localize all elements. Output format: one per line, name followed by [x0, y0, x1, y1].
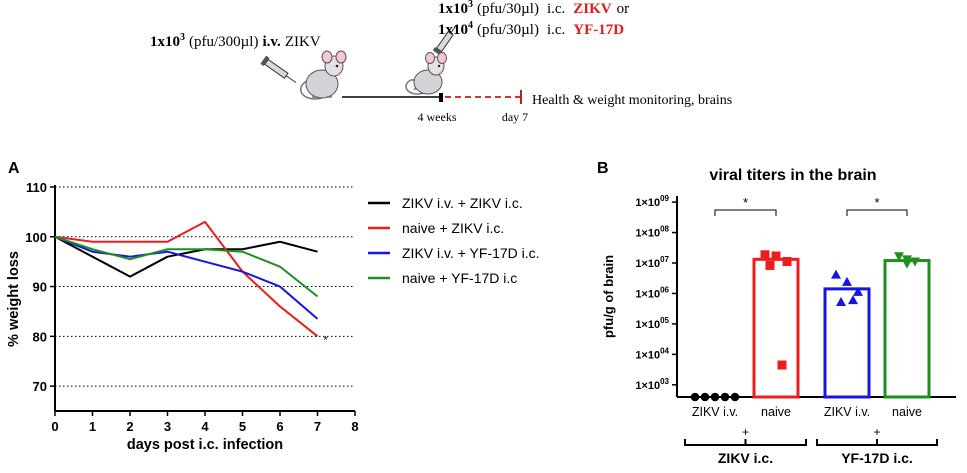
data-point [690, 392, 700, 402]
group-plus: + [742, 425, 749, 439]
panel-a-chart: 0 1 2 3 4 5 6 7 8 70 80 90 100 110 ZIKV i.v. + ZIKV i… [6, 180, 540, 453]
y-tick-label: 100 [25, 230, 47, 245]
timeline-tick-4weeks [439, 93, 443, 102]
data-point [760, 250, 770, 260]
series-line [54, 235, 319, 320]
schematic: 1x103 (pfu/300µl) i.v. ZIKV 1x103 (pfu/30µl)… [150, 0, 732, 124]
panel-a-legend: ZIKV i.v. + ZIKV i.c. naive + ZIKV i.c. ZI… [368, 195, 540, 286]
ic-dose-label-1: 1x103 (pfu/30µl) i.c. ZIKV or [438, 0, 629, 17]
x-tick-label: 7 [314, 419, 321, 434]
y-tick-label: 1×1007 [635, 255, 669, 270]
panel-a-series [54, 220, 319, 338]
data-point [765, 260, 775, 270]
panel-b-y-axis-label: pfu/g of brain [601, 255, 616, 338]
x-tick-label: 3 [164, 419, 171, 434]
significance-star: * [743, 195, 748, 210]
category-label: naive [761, 405, 791, 419]
x-tick-label: 8 [351, 419, 358, 434]
y-tick-label: 1×1006 [635, 285, 669, 300]
mouse-icon [300, 50, 347, 100]
data-point [771, 251, 781, 261]
y-tick-label: 1×1008 [635, 225, 669, 240]
y-tick-label: 110 [26, 180, 47, 195]
label-4weeks: 4 weeks [418, 110, 457, 124]
panel-a-letter: A [8, 160, 20, 177]
group-label: ZIKV i.c. [718, 450, 773, 466]
data-point [853, 286, 863, 296]
category-label: naive [892, 405, 922, 419]
panel-b-points [690, 250, 920, 402]
data-point [700, 392, 710, 402]
panel-a-axes [54, 185, 355, 412]
group-label: YF-17D i.c. [841, 450, 913, 466]
legend-entry: ZIKV i.v. + ZIKV i.c. [402, 195, 523, 211]
panel-b-bars [752, 257, 931, 399]
y-tick-label: 90 [33, 280, 47, 295]
panel-b-ticks: 1×1003 1×1004 1×1005 1×1006 1×1007 1×1008 1×10… [635, 194, 677, 392]
series-line [54, 235, 319, 298]
data-point [782, 256, 792, 266]
data-point [836, 296, 846, 306]
panel-b-chart: 1×1003 1×1004 1×1005 1×1006 1×1007 1×1008 1×10… [601, 194, 956, 466]
syringe-icon [260, 55, 297, 84]
bar [752, 257, 800, 399]
label-monitoring: Health & weight monitoring, brains [532, 93, 732, 108]
data-point [910, 257, 920, 267]
x-tick-label: 5 [239, 419, 246, 434]
data-point [842, 276, 852, 286]
legend-entry: naive + ZIKV i.c. [402, 220, 504, 236]
panel-b-letter: B [597, 160, 609, 177]
x-tick-label: 0 [51, 419, 58, 434]
x-tick-label: 1 [89, 419, 96, 434]
series-line [54, 235, 318, 278]
y-tick-label: 1×1003 [635, 377, 669, 392]
legend-entry: ZIKV i.v. + YF-17D i.c. [402, 245, 540, 261]
panel-a-gridlines [55, 186, 355, 387]
panel-b-axes [676, 196, 956, 398]
mouse-icon [405, 52, 447, 95]
panel-a-ticks: 0 1 2 3 4 5 6 7 8 70 80 90 100 110 [25, 180, 358, 434]
data-point [730, 392, 740, 402]
panel-a-y-axis-label: % weight loss [6, 251, 22, 347]
y-tick-label: 70 [33, 379, 47, 394]
data-point [902, 259, 912, 269]
panel-b-categories: ZIKV i.v. naive ZIKV i.v. naive + ZIKV i.c. + Y… [684, 405, 938, 466]
iv-dose-label: 1x103 (pfu/300µl) i.v. ZIKV [150, 32, 321, 50]
panel-b-significance: * * [714, 195, 908, 216]
bar [823, 287, 871, 399]
y-tick-label: 1×1005 [635, 316, 669, 331]
panel-a-x-axis-label: days post i.c. infection [127, 437, 283, 453]
legend-entry: naive + YF-17D i.c [402, 270, 517, 286]
data-point [777, 360, 787, 370]
data-point [710, 392, 720, 402]
ic-dose-label-2: 1x104(pfu/30µl)i.c.YF-17D [438, 20, 624, 38]
y-tick-label: 1×1004 [635, 346, 669, 361]
category-label: ZIKV i.v. [824, 405, 870, 419]
group-plus: + [873, 425, 880, 439]
x-tick-label: 4 [201, 419, 209, 434]
bar [883, 259, 931, 399]
y-tick-label: 1×1009 [635, 194, 669, 209]
data-point [894, 252, 904, 262]
series-line [54, 220, 319, 338]
data-point [720, 392, 730, 402]
category-label: ZIKV i.v. [692, 405, 738, 419]
data-point [831, 269, 841, 279]
label-day7: day 7 [502, 110, 528, 124]
y-tick-label: 80 [33, 329, 47, 344]
significance-star: * [874, 195, 879, 210]
x-tick-label: 2 [126, 419, 133, 434]
significance-bracket [846, 209, 908, 216]
significance-bracket [714, 209, 777, 216]
x-tick-label: 6 [276, 419, 283, 434]
panel-a-significance-star: * [324, 334, 329, 346]
panel-b-title: viral titers in the brain [709, 167, 876, 184]
data-point [848, 295, 858, 305]
